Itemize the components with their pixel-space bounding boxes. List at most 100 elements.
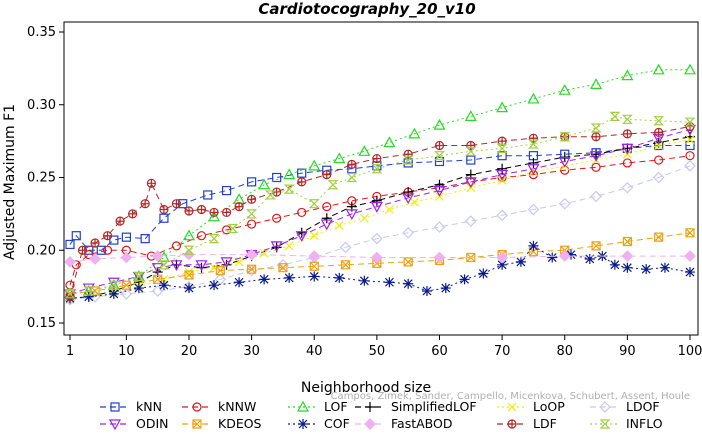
x-tick-label: 80 <box>556 344 573 359</box>
data-point-inflo <box>496 143 508 153</box>
data-point-simplifiedlof <box>403 187 414 198</box>
data-point-cof <box>622 262 633 273</box>
data-point-odin <box>527 164 540 176</box>
data-point-ldf <box>347 159 357 169</box>
series-cof <box>65 240 695 304</box>
legend-label-kdeos: KDEOS <box>218 416 262 431</box>
y-axis: 0.15 0.20 0.25 0.30 0.35 <box>27 25 64 331</box>
data-point-knn <box>272 172 282 183</box>
y-tick-label: 0.30 <box>27 98 56 113</box>
data-point-ldof <box>371 232 383 245</box>
data-point-loop <box>309 231 319 241</box>
data-point-knn <box>434 156 445 167</box>
x-tick-label: 10 <box>118 344 135 359</box>
data-point-simplifiedlof <box>434 179 445 190</box>
series-line-odin <box>69 129 691 295</box>
data-point-odin <box>496 169 509 181</box>
data-point-ldf <box>434 140 445 151</box>
data-point-kdeos <box>403 257 413 267</box>
data-point-cof <box>108 288 119 299</box>
data-point-ldf <box>622 129 632 139</box>
data-point-ldf <box>322 170 332 180</box>
data-point-ldf <box>140 199 150 209</box>
data-point-cof <box>459 274 470 285</box>
data-point-lof <box>258 178 271 190</box>
data-point-loop <box>359 213 369 223</box>
data-point-fastabod <box>151 250 164 262</box>
data-point-ldf <box>146 178 157 188</box>
data-point-simplifiedlof <box>321 213 332 224</box>
data-point-inflo <box>64 289 76 299</box>
data-point-loop <box>259 248 269 258</box>
data-point-odin <box>270 241 283 253</box>
data-point-knnw <box>247 219 257 229</box>
data-point-ldf <box>159 204 169 215</box>
data-point-knn <box>497 151 507 161</box>
data-point-lof <box>621 69 634 81</box>
data-point-knn <box>466 155 476 165</box>
legend-label-cof: COF <box>324 416 350 431</box>
data-point-ldof <box>433 221 446 233</box>
data-point-knnw <box>622 158 632 168</box>
data-point-knn <box>71 231 81 241</box>
data-point-fastabod <box>308 250 321 262</box>
x-tick-label: 1 <box>66 344 74 359</box>
data-point-knnw <box>171 241 182 251</box>
data-point-inflo <box>346 172 358 183</box>
data-point-simplifiedlof <box>371 195 382 206</box>
data-point-odin <box>345 209 358 221</box>
data-point-inflo <box>590 123 602 133</box>
legend-label-ldof: LDOF <box>626 399 660 414</box>
data-point-knnw <box>591 162 601 172</box>
data-point-cof <box>566 249 577 260</box>
data-point-odin <box>402 193 415 205</box>
data-point-inflo <box>434 151 445 161</box>
data-point-cof <box>183 283 194 294</box>
data-point-fastabod <box>558 250 571 262</box>
data-point-cof <box>334 272 345 283</box>
data-point-kdeos <box>215 266 225 276</box>
data-point-kdeos <box>309 261 319 271</box>
y-tick-label: 0.20 <box>27 243 56 258</box>
data-point-loop <box>284 241 294 251</box>
data-point-ldf <box>234 202 244 212</box>
data-point-lof <box>283 168 296 180</box>
data-point-cof <box>659 262 670 273</box>
data-point-knn <box>140 234 150 244</box>
x-axis: 1 10 20 30 40 50 60 70 80 90 100 <box>66 335 702 359</box>
x-tick-label: 50 <box>369 344 386 359</box>
data-point-loop <box>685 135 695 145</box>
data-point-inflo <box>559 132 571 142</box>
data-point-ldf <box>196 204 207 215</box>
data-point-cof <box>421 285 432 296</box>
data-point-ldof <box>652 171 665 184</box>
legend-item-knnw: kNNW <box>182 399 256 414</box>
x-tick-label: 20 <box>181 344 198 359</box>
data-point-knnw <box>272 213 282 223</box>
data-point-cof <box>284 272 295 283</box>
y-tick-label: 0.15 <box>27 316 56 331</box>
data-point-ldf <box>102 231 113 241</box>
data-point-knn <box>65 239 75 250</box>
data-point-odin <box>220 257 233 269</box>
data-point-ldf <box>372 153 382 164</box>
data-point-ldf <box>247 194 257 204</box>
series-inflo <box>64 111 696 299</box>
data-point-inflo <box>371 164 383 174</box>
series-ldf <box>65 121 695 302</box>
data-point-cof <box>359 275 370 286</box>
series-layer <box>63 63 697 306</box>
data-point-lof <box>333 152 346 164</box>
legend-label-ldf: LDF <box>533 416 557 431</box>
data-point-loop <box>654 141 664 150</box>
data-point-ldof <box>120 288 133 300</box>
data-point-cof <box>641 264 652 275</box>
legend-marker-fastabod <box>364 418 376 430</box>
data-point-fastabod <box>89 253 101 265</box>
data-point-kdeos <box>121 280 131 290</box>
x-tick-label: 90 <box>619 344 636 359</box>
data-point-inflo <box>83 286 95 296</box>
plot-area-frame <box>63 21 699 336</box>
data-point-loop <box>334 221 344 230</box>
data-point-fastabod <box>245 248 258 261</box>
